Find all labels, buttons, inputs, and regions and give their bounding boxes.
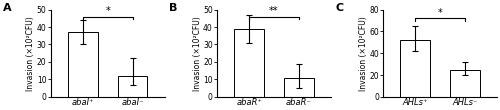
Bar	[400, 40, 430, 97]
Y-axis label: Invasion (×10²CFU): Invasion (×10²CFU)	[358, 16, 368, 91]
Text: **: **	[269, 6, 278, 16]
Bar	[118, 76, 148, 97]
Bar	[284, 78, 314, 97]
Text: B: B	[169, 3, 177, 13]
Y-axis label: Invasion (×10²CFU): Invasion (×10²CFU)	[192, 16, 202, 91]
Text: C: C	[335, 3, 343, 13]
Text: A: A	[2, 3, 12, 13]
Bar	[68, 32, 98, 97]
Y-axis label: Invasion (×10²CFU): Invasion (×10²CFU)	[26, 16, 36, 91]
Bar	[450, 70, 480, 97]
Bar	[234, 29, 264, 97]
Text: *: *	[438, 8, 442, 18]
Text: *: *	[106, 6, 110, 16]
